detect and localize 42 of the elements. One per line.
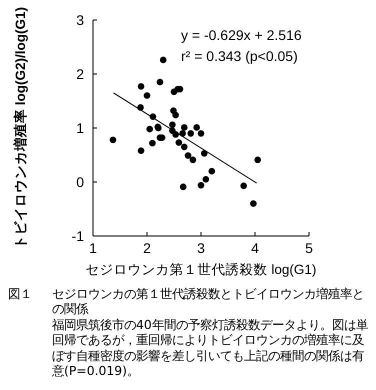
point <box>180 184 186 190</box>
y-tick-label: 0 <box>76 174 84 190</box>
text: セジロウンカの第１世代誘殺数とトビイロウンカ増殖率との関係 <box>52 286 365 317</box>
y-axis-title: トビイロウンカ増殖率 log(G2)/log(G1) <box>12 7 28 249</box>
point <box>180 124 188 131</box>
point <box>184 152 192 159</box>
point <box>144 92 150 99</box>
point <box>160 56 166 64</box>
caption: 図１ <box>8 286 33 303</box>
text: 福岡県筑後市の40年間の予察灯誘殺数データより。図は単回帰であるが，重回帰によりトビイロウンカの増殖率に及ぼす自種密度の影響を差し引いても上記の種間の関係は有意(P=0.019)。 <box>52 316 369 378</box>
x-tick-label: 3 <box>197 240 206 256</box>
point <box>138 83 144 90</box>
point <box>172 112 179 118</box>
y-tick-label: -1 <box>72 228 84 244</box>
point <box>254 156 261 164</box>
point <box>208 168 216 174</box>
point <box>202 176 210 183</box>
x-tick-label: 5 <box>305 240 314 256</box>
x-tick-label: 4 <box>251 240 260 256</box>
point <box>138 147 144 154</box>
point <box>198 182 204 189</box>
point <box>187 130 194 137</box>
x-axis-title: セジロウンカ第１世代誘殺数 log(G1) <box>86 262 316 277</box>
point <box>176 139 182 146</box>
point <box>146 126 153 132</box>
point <box>190 156 196 164</box>
point <box>169 121 176 128</box>
annotation: y = -0.629x + 2.516 <box>181 27 302 43</box>
annotation: r² = 0.343 (p<0.05) <box>181 48 298 64</box>
point <box>110 136 116 144</box>
point <box>198 130 204 137</box>
point <box>250 200 257 207</box>
x-tick-label: 1 <box>89 240 98 256</box>
point <box>149 140 156 146</box>
y-tick-label: 1 <box>76 120 84 136</box>
point <box>156 78 164 86</box>
point <box>180 144 188 150</box>
point <box>193 124 200 131</box>
y-tick-label: 2 <box>76 66 84 82</box>
y-tick-label: 3 <box>76 12 84 28</box>
point <box>240 182 247 190</box>
x-tick-label: 2 <box>143 240 152 256</box>
